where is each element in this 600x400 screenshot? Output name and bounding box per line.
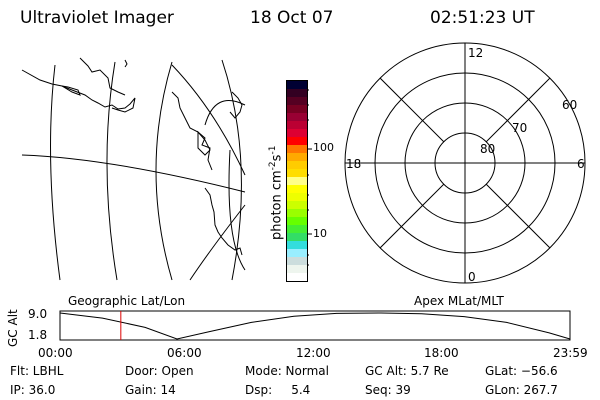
mlt-line (379, 183, 445, 249)
colorbar-swatch (287, 97, 307, 105)
colorbar-swatch (287, 145, 307, 153)
mlt-line (379, 77, 445, 143)
info-field: Dsp: 5.4 (245, 383, 311, 397)
lat-label-60: 60 (562, 98, 578, 112)
info-field: Flt: LBHL (10, 364, 64, 378)
date-label: 18 Oct 07 (250, 8, 334, 28)
colorbar-swatch (287, 201, 307, 209)
coastline (61, 85, 81, 96)
colorbar-swatch (287, 161, 307, 169)
altitude-series-line (59, 312, 571, 340)
plot-frame (59, 310, 571, 341)
colorbar-swatch (287, 113, 307, 121)
lat-label-80: 80 (480, 142, 496, 156)
meridian-line (106, 61, 118, 281)
colorbar-swatch (287, 137, 307, 145)
colorbar-swatch (287, 225, 307, 233)
latitude-line (204, 100, 246, 126)
time-label: 02:51:23 UT (430, 8, 535, 28)
coastline (197, 130, 211, 156)
colorbar-swatch (287, 209, 307, 217)
colorbar-swatch (287, 169, 307, 177)
colorbar-swatch (287, 153, 307, 161)
info-field: GC Alt: 5.7 Re (365, 364, 449, 378)
colorbar-swatch (287, 265, 307, 273)
geographic-caption: Geographic Lat/Lon (68, 294, 186, 308)
x-tick-label: 12:00 (296, 346, 331, 360)
colorbar-swatch (287, 193, 307, 201)
colorbar-swatch (287, 129, 307, 137)
colorbar-swatch (287, 105, 307, 113)
colorbar-tick-10: 10 (313, 227, 327, 240)
colorbar-swatch (287, 217, 307, 225)
colorbar-swatch (287, 257, 307, 265)
latitude-line (171, 64, 246, 176)
latitude-line (228, 149, 246, 271)
mlt-line (485, 183, 551, 249)
x-tick-label: 18:00 (424, 346, 459, 360)
mlt-label-18: 18 (346, 157, 362, 171)
info-field: Seq: 39 (365, 383, 411, 397)
info-field: IP: 36.0 (10, 383, 56, 397)
colorbar-swatch (287, 185, 307, 193)
colorbar-swatch (287, 233, 307, 241)
lat-label-70: 70 (512, 121, 528, 135)
y-tick-label: 9.0 (28, 307, 48, 321)
meridian-line (50, 64, 61, 281)
info-field: GLon: 267.7 (485, 383, 558, 397)
x-tick-label: 00:00 (38, 346, 73, 360)
latitude-line (189, 204, 246, 281)
info-field: GLat: −56.6 (485, 364, 558, 378)
mlt-label-6: 6 (577, 157, 585, 171)
colorbar-swatch (287, 89, 307, 97)
colorbar-swatch (287, 241, 307, 249)
info-field: Mode: Normal (245, 364, 329, 378)
mlt-label-12: 12 (468, 46, 484, 60)
coastline (204, 187, 243, 256)
colorbar-swatch (287, 249, 307, 257)
meridian-line (155, 61, 173, 281)
colorbar (286, 80, 308, 282)
colorbar-swatch (287, 81, 307, 89)
colorbar-swatch (287, 273, 307, 281)
x-tick-label: 23:59 (553, 346, 588, 360)
coastline (229, 91, 243, 119)
mlt-line (485, 77, 551, 143)
coastline (124, 59, 128, 68)
coastline (79, 57, 126, 96)
instrument-title: Ultraviolet Imager (20, 8, 174, 28)
latitude-line (21, 154, 246, 193)
meridian-line (221, 59, 242, 281)
x-tick-label: 06:00 (167, 346, 202, 360)
mlt-label-0: 0 (468, 270, 476, 284)
apex-caption: Apex MLat/MLT (414, 294, 504, 308)
info-field: Door: Open (125, 364, 194, 378)
colorbar-swatch (287, 121, 307, 129)
coastline (21, 69, 136, 113)
colorbar-tick-100: 100 (313, 141, 334, 154)
y-tick-label: 1.8 (28, 328, 48, 342)
colorbar-swatch (287, 177, 307, 185)
info-field: Gain: 14 (125, 383, 176, 397)
